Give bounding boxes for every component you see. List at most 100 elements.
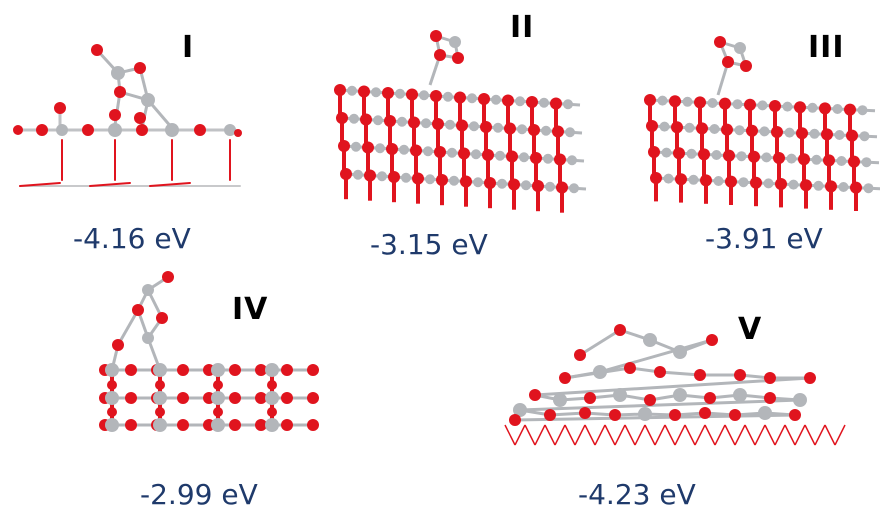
oxygen-atom <box>229 419 241 431</box>
oxygen-atom <box>696 122 708 135</box>
metal-atom <box>807 102 818 113</box>
oxygen-atom <box>850 181 862 194</box>
bond <box>534 424 546 446</box>
oxygen-atom <box>819 102 831 115</box>
bond <box>574 424 586 446</box>
oxygen-atom <box>125 364 137 376</box>
oxygen-atom <box>673 147 685 160</box>
metal-atom <box>563 99 573 110</box>
metal-atom <box>732 99 743 110</box>
oxygen-atom <box>107 407 117 417</box>
bond <box>714 424 726 446</box>
oxygen-atom <box>281 419 293 431</box>
metal-atom <box>473 177 483 188</box>
oxygen-atom <box>408 116 420 129</box>
oxygen-atom <box>177 419 189 431</box>
bond <box>544 424 556 446</box>
oxygen-atom <box>648 146 660 158</box>
metal-atom <box>861 157 872 168</box>
metal-atom <box>349 113 359 124</box>
bond <box>659 370 701 377</box>
structure-II-energy: -3.15 eV <box>370 228 488 261</box>
metal-atom <box>857 105 868 116</box>
oxygen-atom <box>530 152 542 164</box>
bond <box>824 424 836 446</box>
bond <box>724 424 736 446</box>
oxygen-atom <box>725 175 737 188</box>
metal-atom <box>493 122 503 133</box>
metal-atom <box>153 418 167 432</box>
bond <box>814 424 826 446</box>
oxygen-atom <box>340 168 352 180</box>
metal-atom <box>265 363 279 377</box>
metal-atom <box>153 363 167 377</box>
oxygen-atom <box>723 149 735 162</box>
bond <box>599 338 713 374</box>
metal-atom <box>733 388 747 402</box>
oxygen-atom <box>721 123 733 136</box>
oxygen-atom <box>794 101 806 114</box>
metal-atom <box>351 141 361 152</box>
oxygen-atom <box>699 407 711 419</box>
oxygen-atom <box>430 90 442 102</box>
metal-atom <box>565 127 575 138</box>
metal-atom <box>491 94 501 105</box>
bond <box>519 398 801 412</box>
oxygen-atom <box>556 181 568 194</box>
oxygen-atom <box>267 380 277 390</box>
oxygen-atom <box>821 128 833 141</box>
metal-atom <box>377 171 387 182</box>
metal-atom <box>419 90 429 101</box>
oxygen-atom <box>704 392 716 404</box>
bond <box>579 328 621 357</box>
oxygen-atom <box>364 169 376 182</box>
oxygen-atom <box>478 93 490 105</box>
metal-atom <box>673 345 687 359</box>
metal-atom <box>682 96 693 107</box>
oxygen-atom <box>771 126 783 138</box>
metal-atom <box>497 178 507 189</box>
bond <box>744 424 756 446</box>
oxygen-atom <box>748 150 760 163</box>
oxygen-atom <box>800 179 812 192</box>
bond <box>634 424 646 446</box>
oxygen-atom <box>509 414 521 426</box>
oxygen-atom <box>412 172 424 185</box>
bond <box>614 424 626 446</box>
metal-atom <box>686 148 697 159</box>
oxygen-atom <box>482 149 494 161</box>
oxygen-atom <box>769 100 781 112</box>
bond <box>784 424 796 446</box>
metal-atom <box>713 176 724 186</box>
metal-atom <box>153 391 167 405</box>
oxygen-atom <box>155 380 165 390</box>
oxygen-atom <box>552 125 564 138</box>
oxygen-atom <box>410 144 422 157</box>
oxygen-atom <box>480 121 492 133</box>
metal-atom <box>373 115 383 126</box>
metal-atom <box>757 100 768 111</box>
bond <box>834 424 846 446</box>
bond <box>604 424 616 446</box>
metal-atom <box>738 177 749 188</box>
bond <box>584 424 596 446</box>
metal-atom <box>421 118 431 129</box>
oxygen-atom <box>694 96 706 109</box>
metal-atom <box>763 178 774 189</box>
metal-atom <box>786 153 797 164</box>
oxygen-atom <box>384 115 396 127</box>
metal-atom <box>375 143 385 154</box>
oxygen-atom <box>844 103 856 116</box>
oxygen-atom <box>796 127 808 140</box>
oxygen-atom <box>504 122 516 135</box>
metal-atom <box>423 146 433 157</box>
bond <box>534 376 811 397</box>
oxygen-atom <box>460 175 472 188</box>
bond <box>564 424 576 446</box>
metal-atom <box>711 150 722 160</box>
metal-atom <box>673 388 687 402</box>
oxygen-atom <box>125 419 137 431</box>
oxygen-atom <box>506 150 518 163</box>
